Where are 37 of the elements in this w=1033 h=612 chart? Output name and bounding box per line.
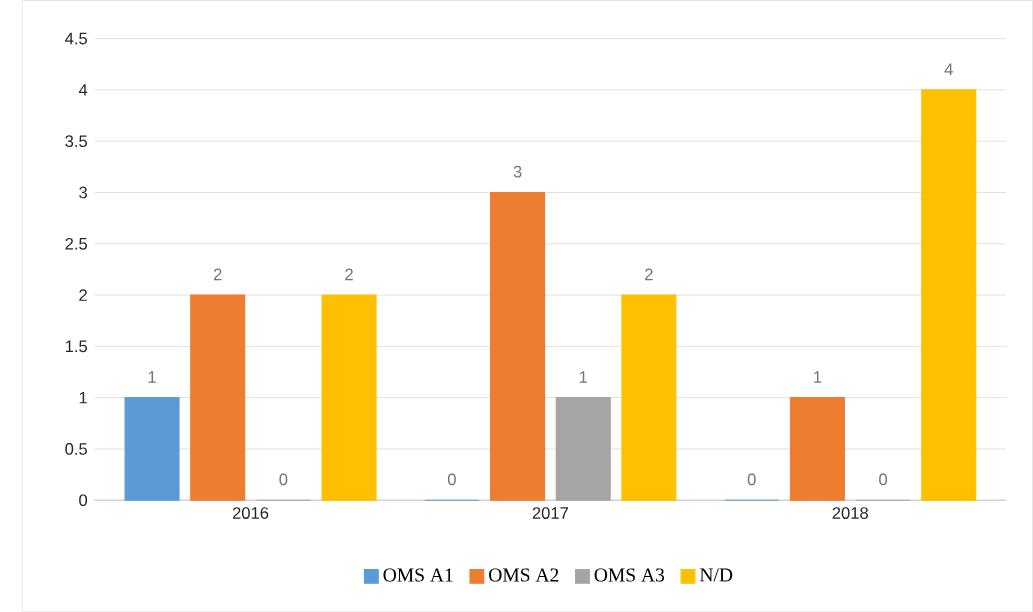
y-tick-label: 3	[79, 186, 88, 199]
bar	[190, 294, 246, 501]
bar	[555, 396, 611, 501]
x-tick-label: 2016	[232, 506, 269, 519]
data-label: 3	[513, 165, 522, 178]
y-tick-label: 0.5	[65, 442, 88, 455]
data-label: 4	[944, 63, 953, 75]
y-tick-label: 2	[79, 289, 87, 301]
y-tick-label: 1.5	[65, 340, 88, 352]
y-tick-label: 4.5	[65, 32, 88, 45]
bar	[621, 294, 677, 501]
data-label: 0	[879, 473, 888, 486]
y-tick-label: 3.5	[65, 135, 88, 147]
bar	[490, 191, 546, 501]
y-tick-label: 4	[78, 83, 88, 96]
legend-label: OMS A2	[489, 568, 559, 582]
legend-label: OMS A1	[383, 568, 453, 582]
bar	[321, 294, 377, 501]
x-tick-label: 2018	[832, 506, 868, 519]
data-label: 2	[213, 268, 222, 280]
x-tick-label: 2017	[532, 506, 569, 519]
y-tick-label: 2.5	[65, 237, 88, 250]
legend-label: OMS A3	[594, 568, 665, 582]
bar	[921, 89, 977, 501]
bar	[124, 396, 180, 501]
y-tick-label: 0	[79, 494, 88, 506]
data-label: 1	[814, 371, 822, 383]
data-label: 2	[345, 268, 353, 280]
y-tick-label: 1	[79, 391, 87, 404]
legend-label: N/D	[699, 568, 733, 582]
data-label: 1	[579, 371, 588, 383]
data-label: 0	[447, 473, 456, 486]
bar	[789, 396, 845, 501]
data-label: 1	[148, 371, 156, 383]
data-label: 2	[645, 268, 653, 280]
data-label: 0	[747, 473, 756, 486]
data-label: 0	[279, 473, 288, 486]
